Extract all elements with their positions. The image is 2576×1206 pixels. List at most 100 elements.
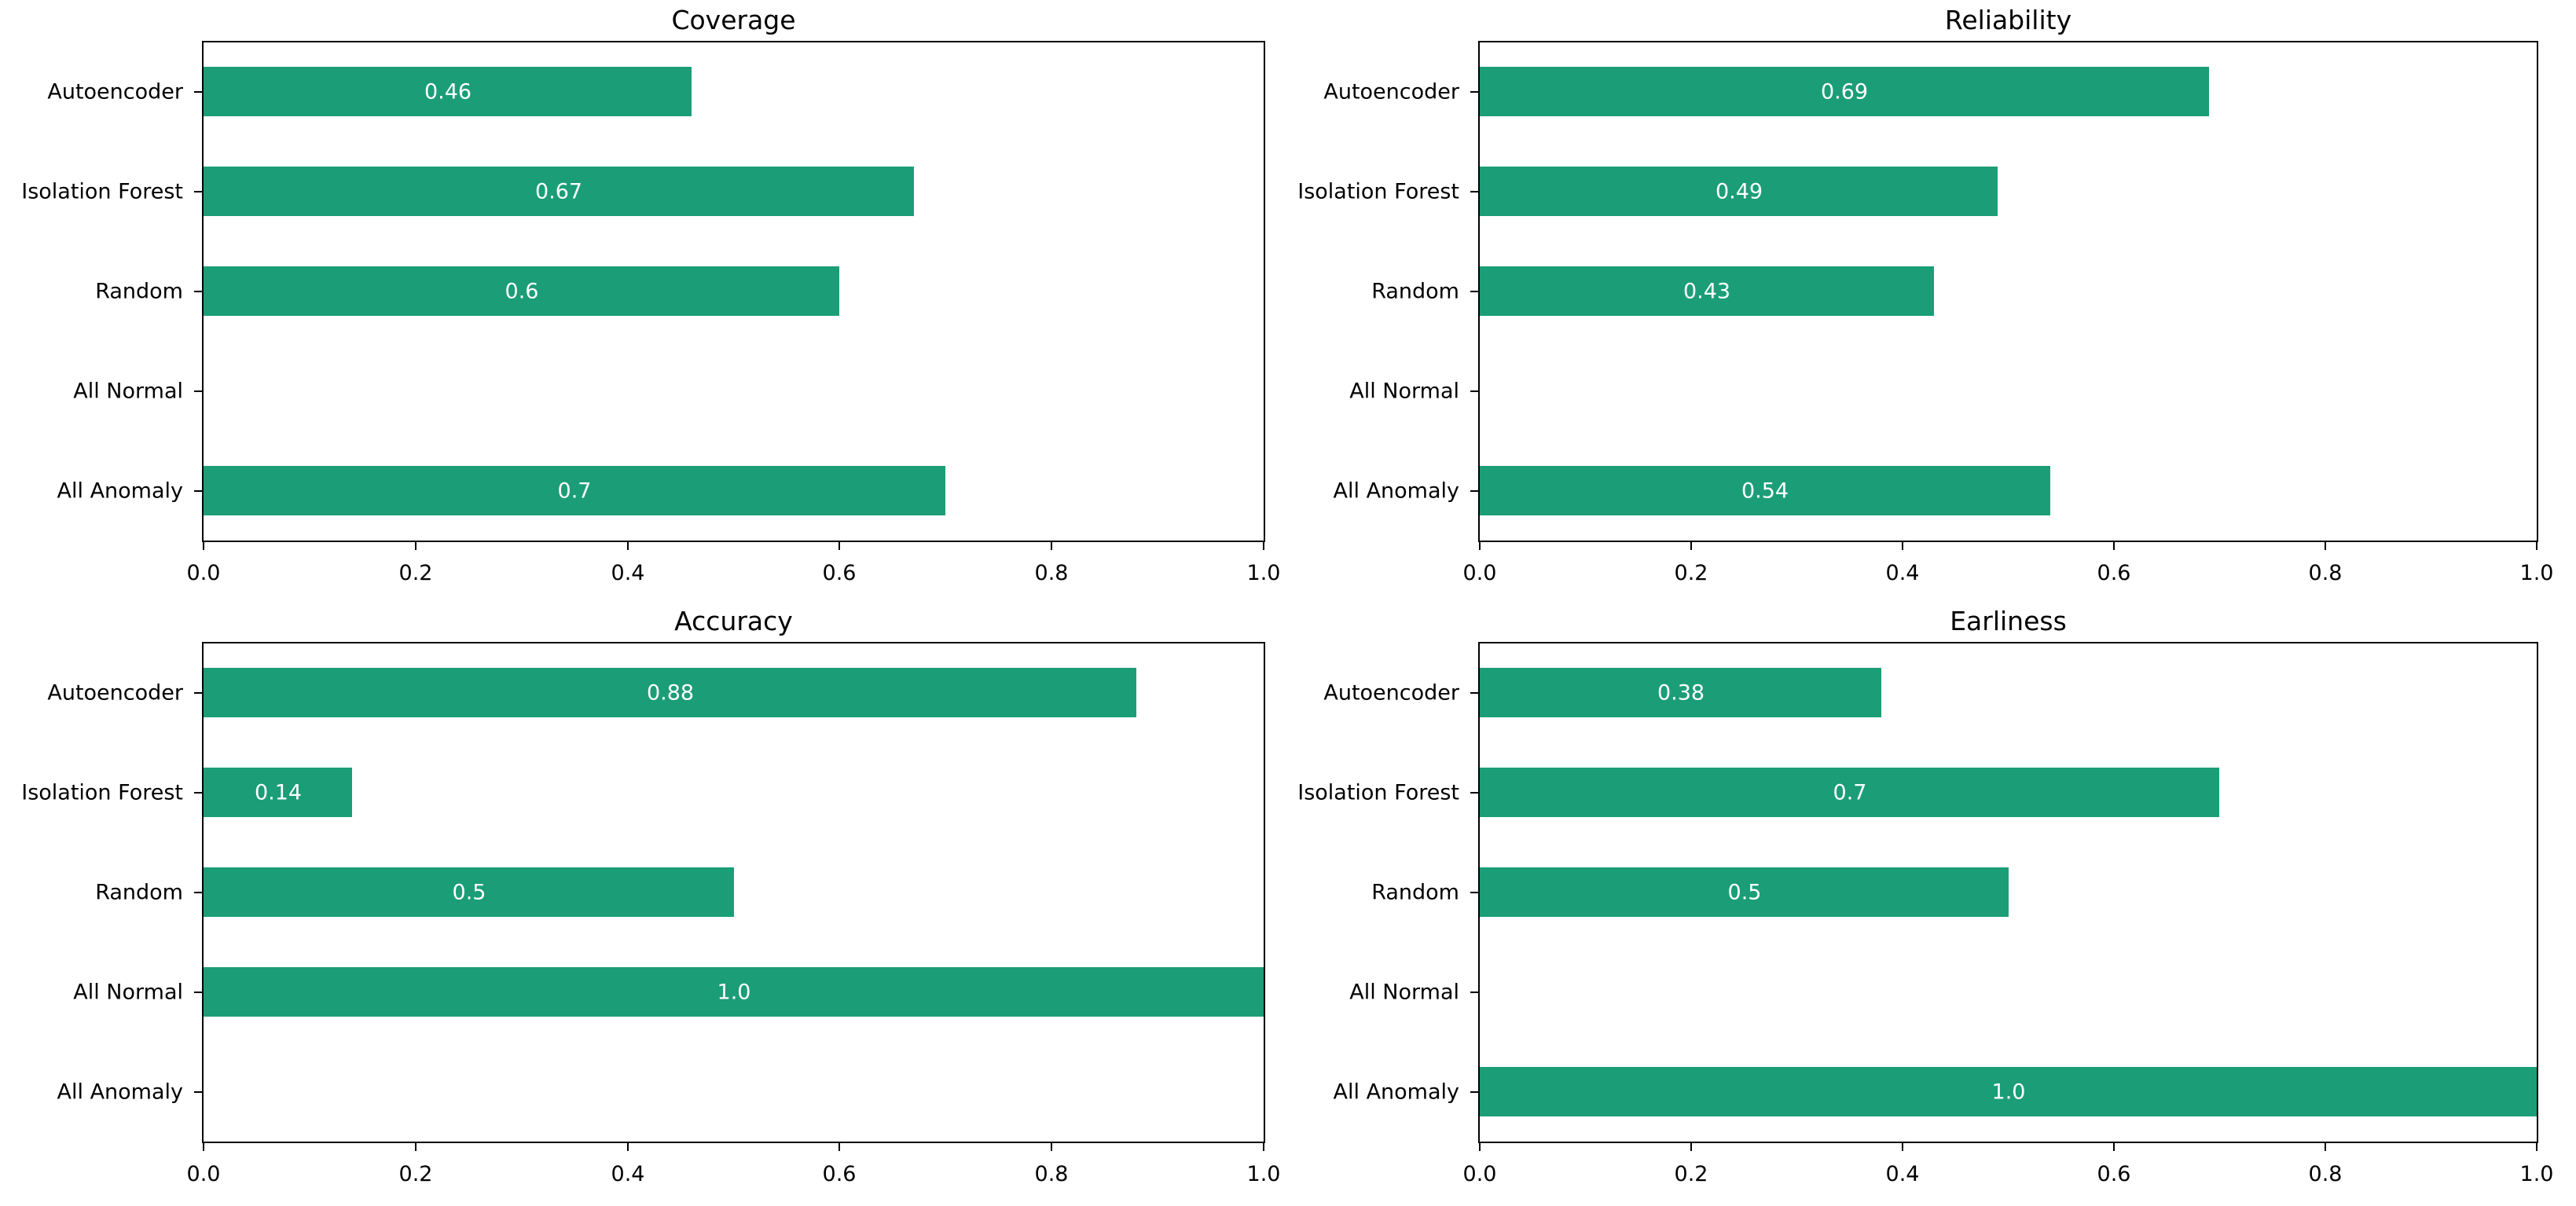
- y-tick-mark: [1470, 490, 1478, 492]
- bar-value-label: 0.69: [1820, 79, 1869, 104]
- y-tick-label-all-normal: All Normal: [73, 980, 183, 1005]
- y-tick-label-all-anomaly: All Anomaly: [57, 478, 183, 504]
- x-tick-mark: [1051, 1143, 1052, 1151]
- x-tick-label-0.2: 0.2: [1674, 561, 1708, 585]
- bar-autoencoder: [1480, 668, 1881, 717]
- bar-isolation-forest: [204, 768, 352, 817]
- x-tick-mark: [1051, 542, 1052, 550]
- y-tick-mark: [194, 191, 202, 192]
- y-tick-mark: [194, 490, 202, 492]
- y-tick-label-random: Random: [95, 279, 183, 304]
- bar-isolation-forest: [1480, 768, 2219, 817]
- bar-isolation-forest: [1480, 167, 1998, 216]
- bar-value-label: 0.46: [424, 79, 472, 104]
- x-tick-mark: [838, 542, 840, 550]
- plot-area: 0.69 0.49 0.43 0.54: [1478, 41, 2538, 542]
- y-tick-label-isolation-forest: Isolation Forest: [1297, 780, 1459, 805]
- y-tick-label-all-normal: All Normal: [73, 379, 183, 404]
- bar-random: [1480, 867, 2009, 917]
- x-tick-mark: [1690, 542, 1692, 550]
- subplot-reliability: Reliability 0.69 0.49 0.43 0.54 Autoencoder…: [1297, 5, 2553, 585]
- bar-value-label: 0.38: [1657, 680, 1705, 706]
- y-tick-mark: [1470, 291, 1478, 292]
- y-tick-label-all-normal: All Normal: [1349, 379, 1459, 404]
- x-tick-label-1.0: 1.0: [1246, 561, 1281, 585]
- x-tick-mark: [838, 1143, 840, 1151]
- bar-random: [1480, 266, 1934, 316]
- bar-value-label: 0.49: [1715, 179, 1763, 204]
- bar-all-normal: [204, 967, 1264, 1017]
- y-tick-label-random: Random: [1371, 279, 1459, 304]
- x-tick-label-0.2: 0.2: [398, 1162, 433, 1186]
- y-tick-mark: [194, 291, 202, 292]
- bar-random: [204, 867, 734, 917]
- x-tick-label-0.0: 0.0: [186, 1162, 221, 1186]
- y-tick-label-all-normal: All Normal: [1349, 980, 1459, 1005]
- plot-area: 0.88 0.14 0.5 1.0: [202, 642, 1265, 1143]
- x-tick-label-1.0: 1.0: [2519, 1162, 2554, 1186]
- x-tick-label-0.6: 0.6: [2097, 561, 2131, 585]
- x-tick-label-0.8: 0.8: [2308, 1162, 2343, 1186]
- x-tick-mark: [2536, 542, 2537, 550]
- y-tick-label-all-anomaly: All Anomaly: [57, 1080, 183, 1105]
- x-tick-mark: [203, 1143, 204, 1151]
- chart-title: Earliness: [1950, 606, 2067, 636]
- bar-autoencoder: [1480, 67, 2209, 116]
- subplot-coverage: Coverage 0.46 0.67 0.6 0.7 Autoencoder Isola…: [21, 5, 1280, 585]
- bar-isolation-forest: [204, 167, 914, 216]
- bar-value-label: 0.7: [557, 478, 592, 504]
- y-tick-mark: [1470, 390, 1478, 392]
- subplot-accuracy: Accuracy 0.88 0.14 0.5 1.0 Autoencoder Isola…: [21, 606, 1280, 1186]
- y-tick-label-isolation-forest: Isolation Forest: [21, 780, 183, 805]
- x-tick-label-0.4: 0.4: [611, 1162, 645, 1186]
- x-tick-mark: [627, 1143, 629, 1151]
- x-tick-label-0.2: 0.2: [398, 561, 433, 585]
- bar-value-label: 0.5: [1727, 880, 1762, 905]
- bar-value-label: 0.54: [1741, 478, 1789, 504]
- bar-value-label: 1.0: [717, 980, 751, 1005]
- x-tick-mark: [1902, 1143, 1903, 1151]
- x-tick-mark: [2536, 1143, 2537, 1151]
- bar-value-label: 1.0: [1991, 1080, 2026, 1105]
- x-tick-mark: [2113, 542, 2115, 550]
- y-tick-mark: [194, 91, 202, 93]
- x-tick-label-0.6: 0.6: [822, 1162, 857, 1186]
- x-tick-label-0.0: 0.0: [1462, 1162, 1497, 1186]
- y-tick-label-autoencoder: Autoencoder: [47, 79, 183, 104]
- bar-value-label: 0.5: [452, 880, 486, 905]
- bar-all-anomaly: [204, 466, 945, 515]
- chart-title: Reliability: [1944, 5, 2072, 35]
- x-tick-mark: [1902, 542, 1903, 550]
- x-tick-mark: [415, 542, 416, 550]
- bar-random: [204, 266, 839, 316]
- y-tick-mark: [194, 792, 202, 794]
- x-tick-mark: [415, 1143, 416, 1151]
- y-tick-mark: [194, 692, 202, 694]
- chart-title: Coverage: [671, 5, 796, 35]
- x-tick-label-1.0: 1.0: [1246, 1162, 1281, 1186]
- y-tick-label-autoencoder: Autoencoder: [1323, 680, 1459, 706]
- y-tick-mark: [1470, 992, 1478, 993]
- chart-title: Accuracy: [674, 606, 793, 636]
- bar-value-label: 0.43: [1682, 279, 1731, 304]
- y-tick-label-all-anomaly: All Anomaly: [1333, 1080, 1459, 1105]
- bar-value-label: 0.88: [646, 680, 695, 706]
- x-tick-label-0.4: 0.4: [1885, 1162, 1920, 1186]
- x-tick-mark: [1263, 1143, 1264, 1151]
- y-tick-mark: [194, 892, 202, 893]
- x-tick-label-0.6: 0.6: [2097, 1162, 2131, 1186]
- plot-area: 0.38 0.7 0.5 1.0: [1478, 642, 2538, 1143]
- y-tick-label-autoencoder: Autoencoder: [47, 680, 183, 706]
- subplot-earliness: Earliness 0.38 0.7 0.5 1.0 Autoencoder Isola…: [1297, 606, 2553, 1186]
- x-tick-label-0.4: 0.4: [611, 561, 645, 585]
- y-tick-mark: [1470, 91, 1478, 93]
- x-tick-label-0.2: 0.2: [1674, 1162, 1708, 1186]
- x-tick-label-0.8: 0.8: [1034, 1162, 1069, 1186]
- y-tick-label-random: Random: [95, 880, 183, 905]
- y-tick-label-all-anomaly: All Anomaly: [1333, 478, 1459, 504]
- x-tick-label-0.4: 0.4: [1885, 561, 1920, 585]
- x-tick-label-1.0: 1.0: [2519, 561, 2554, 585]
- bar-all-anomaly: [1480, 466, 2050, 515]
- y-tick-mark: [1470, 191, 1478, 192]
